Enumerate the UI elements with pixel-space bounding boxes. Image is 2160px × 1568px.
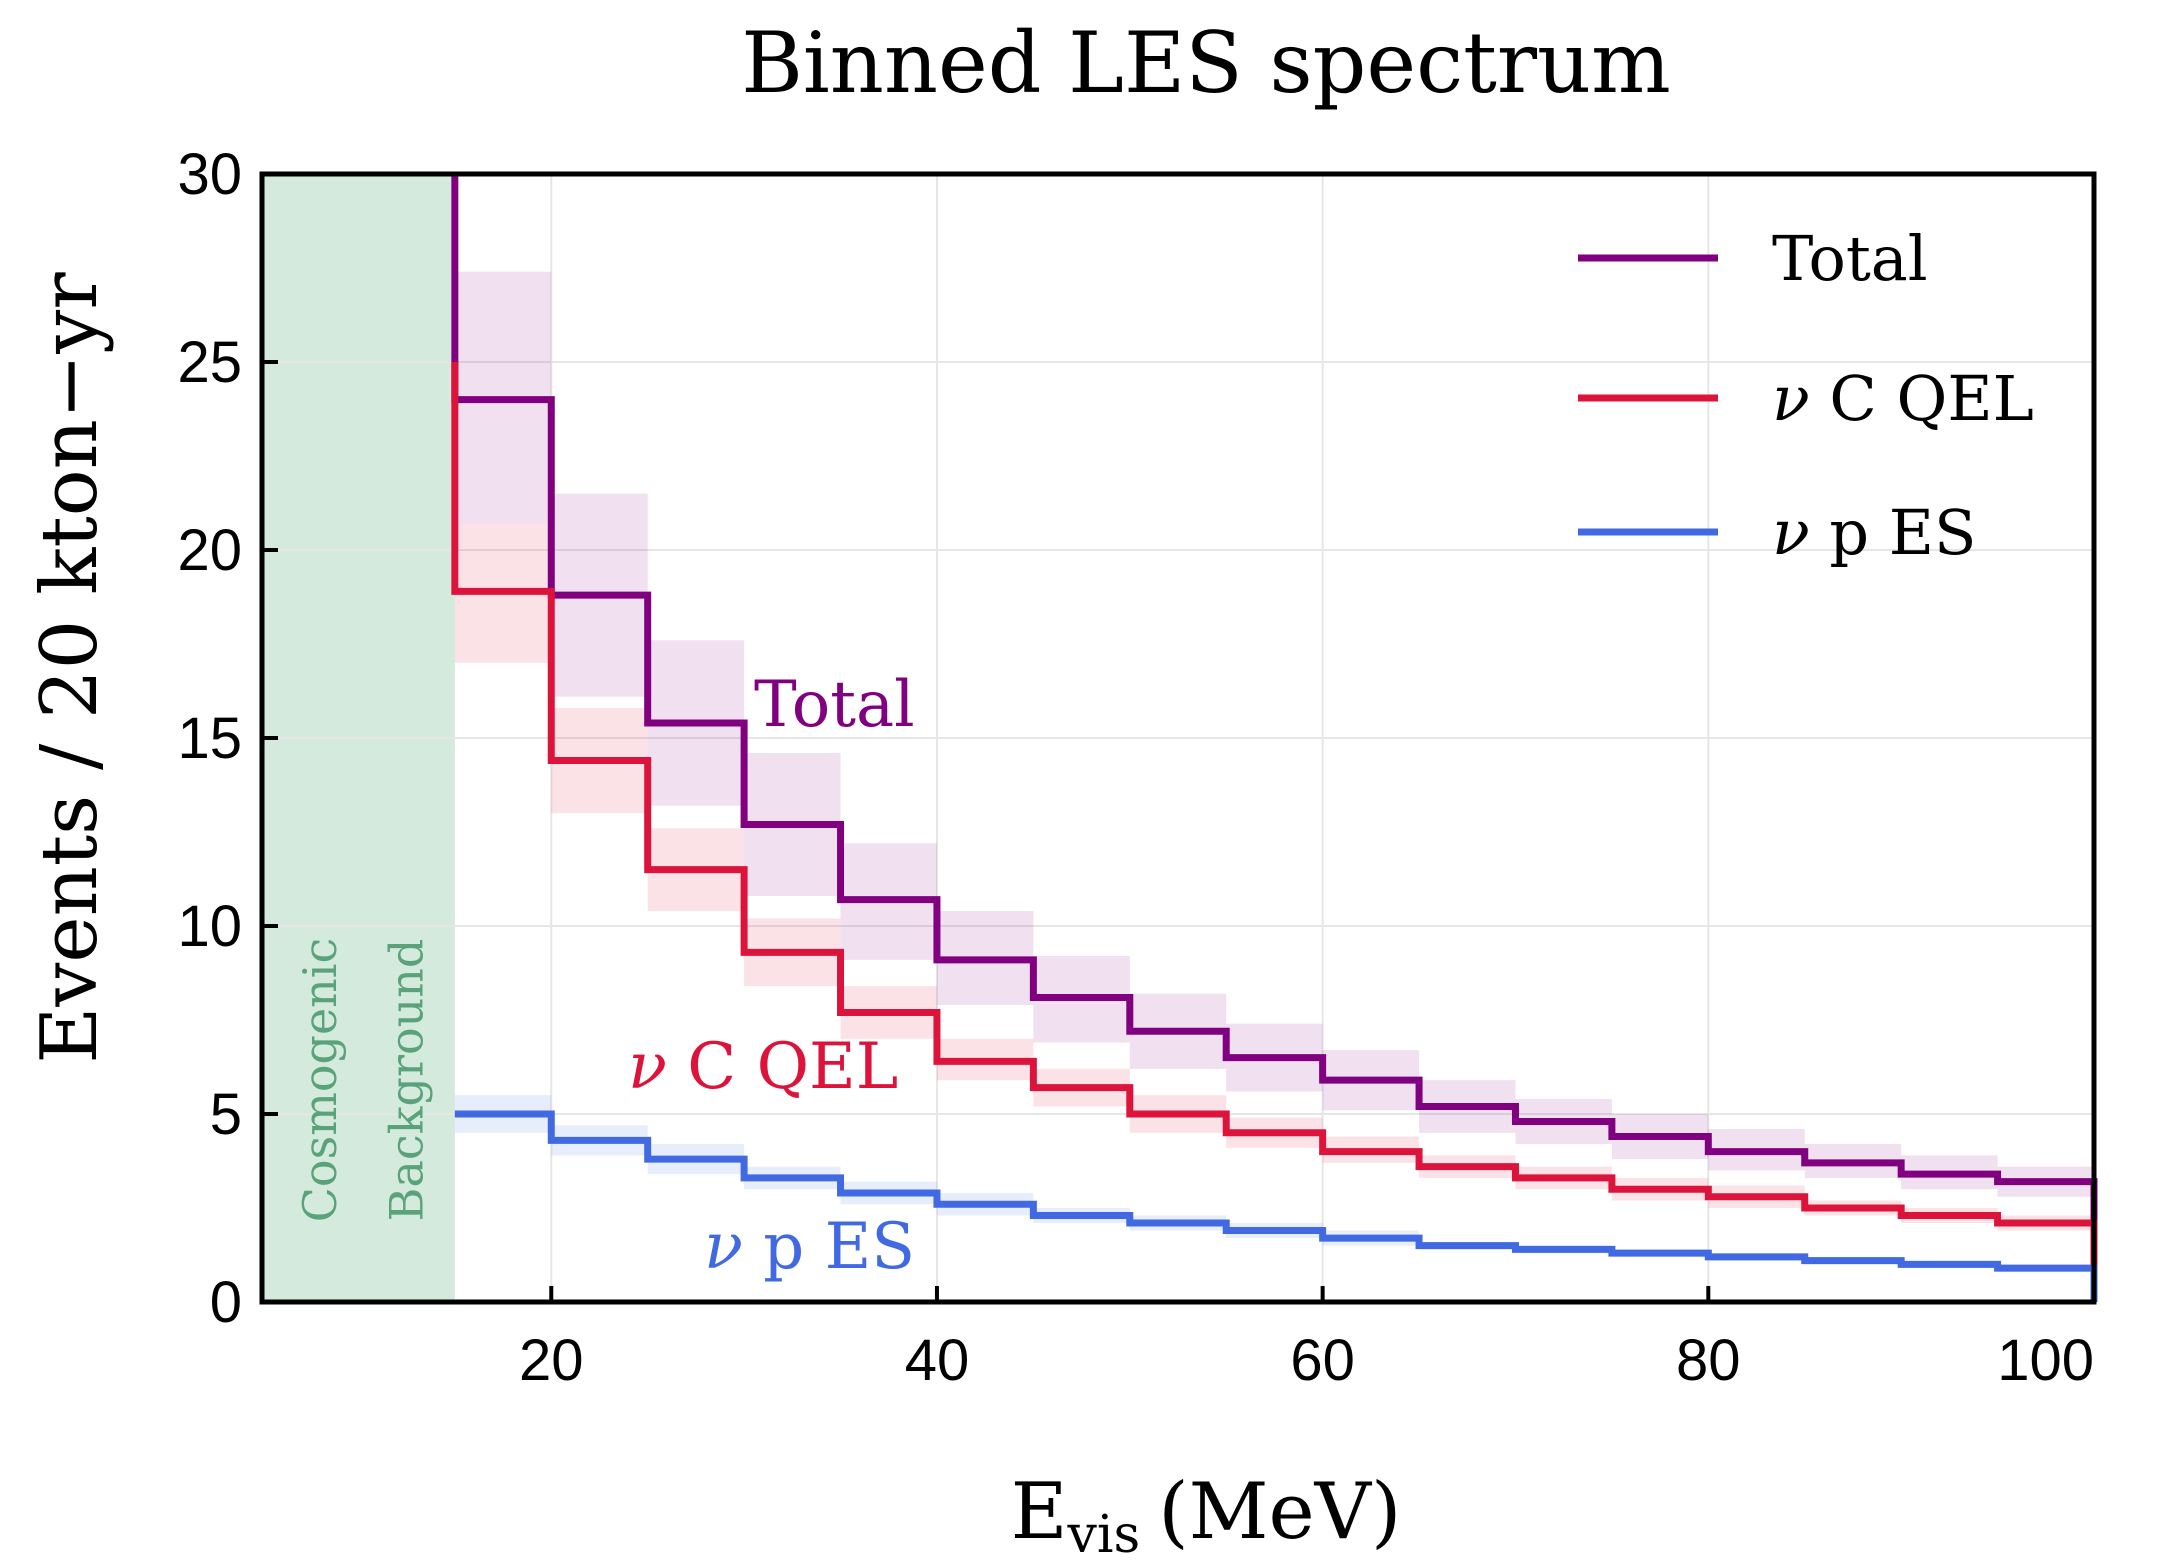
y-axis-ticks: 0 5 10 15 20 25 30 [177, 142, 278, 1335]
series-line-0 [451, 174, 2098, 1302]
y-axis-label: Events / 20 kton−yr [25, 272, 115, 1064]
legend-label-text: p ES [1829, 496, 1976, 569]
y-tick-label: 20 [177, 518, 242, 583]
y-tick-label: 10 [177, 894, 242, 959]
annotation-1: ν C QEL [628, 1030, 898, 1104]
x-tick-label: 20 [519, 1328, 584, 1393]
x-tick-label: 60 [1290, 1328, 1355, 1393]
y-tick-label: 15 [177, 706, 242, 771]
x-tick-label: 40 [905, 1328, 970, 1393]
x-axis-label: Evis (MeV) [1011, 1467, 1402, 1565]
series-line-1 [451, 362, 2098, 1302]
x-axis-label-unit: (MeV) [1158, 1467, 1401, 1557]
x-axis-label-subscript: vis [1067, 1505, 1141, 1565]
series-line-2 [454, 1110, 2098, 1302]
x-tick-label: 80 [1676, 1328, 1741, 1393]
legend-nu-symbol: ν [1772, 496, 1829, 569]
legend-label-text: C QEL [1829, 362, 2033, 435]
annotation-2: ν p ES [704, 1210, 915, 1284]
legend-label-1: ν C QEL [1772, 362, 2034, 435]
y-tick-label: 0 [210, 1270, 242, 1335]
background-label-line2: Background [380, 939, 434, 1222]
x-tick-label: 100 [1997, 1328, 2094, 1393]
legend-label-0: Total [1772, 222, 1928, 295]
plot-area [259, 171, 2098, 1305]
x-axis-ticks: 20 40 60 80 100 [519, 1286, 2096, 1393]
y-tick-label: 25 [177, 330, 242, 395]
annotation-text: p ES [763, 1210, 915, 1284]
chart-title: Binned LES spectrum [741, 14, 1671, 112]
annotation-nu-symbol: ν [704, 1210, 763, 1284]
annotation-text: C QEL [687, 1030, 898, 1104]
x-axis-label-main: E [1011, 1467, 1068, 1557]
annotation-text: Total [754, 668, 915, 742]
annotation-nu-symbol: ν [628, 1030, 687, 1104]
y-tick-label: 30 [177, 142, 242, 207]
background-label-line1: Cosmogenic [293, 938, 347, 1223]
legend-label-text: Total [1772, 222, 1928, 295]
legend-nu-symbol: ν [1772, 362, 1829, 435]
series-lines [451, 174, 2098, 1302]
grid-lines [262, 173, 2095, 1303]
annotation-0: Total [754, 668, 915, 742]
y-tick-label: 5 [210, 1082, 242, 1147]
legend-label-2: ν p ES [1772, 496, 1977, 569]
